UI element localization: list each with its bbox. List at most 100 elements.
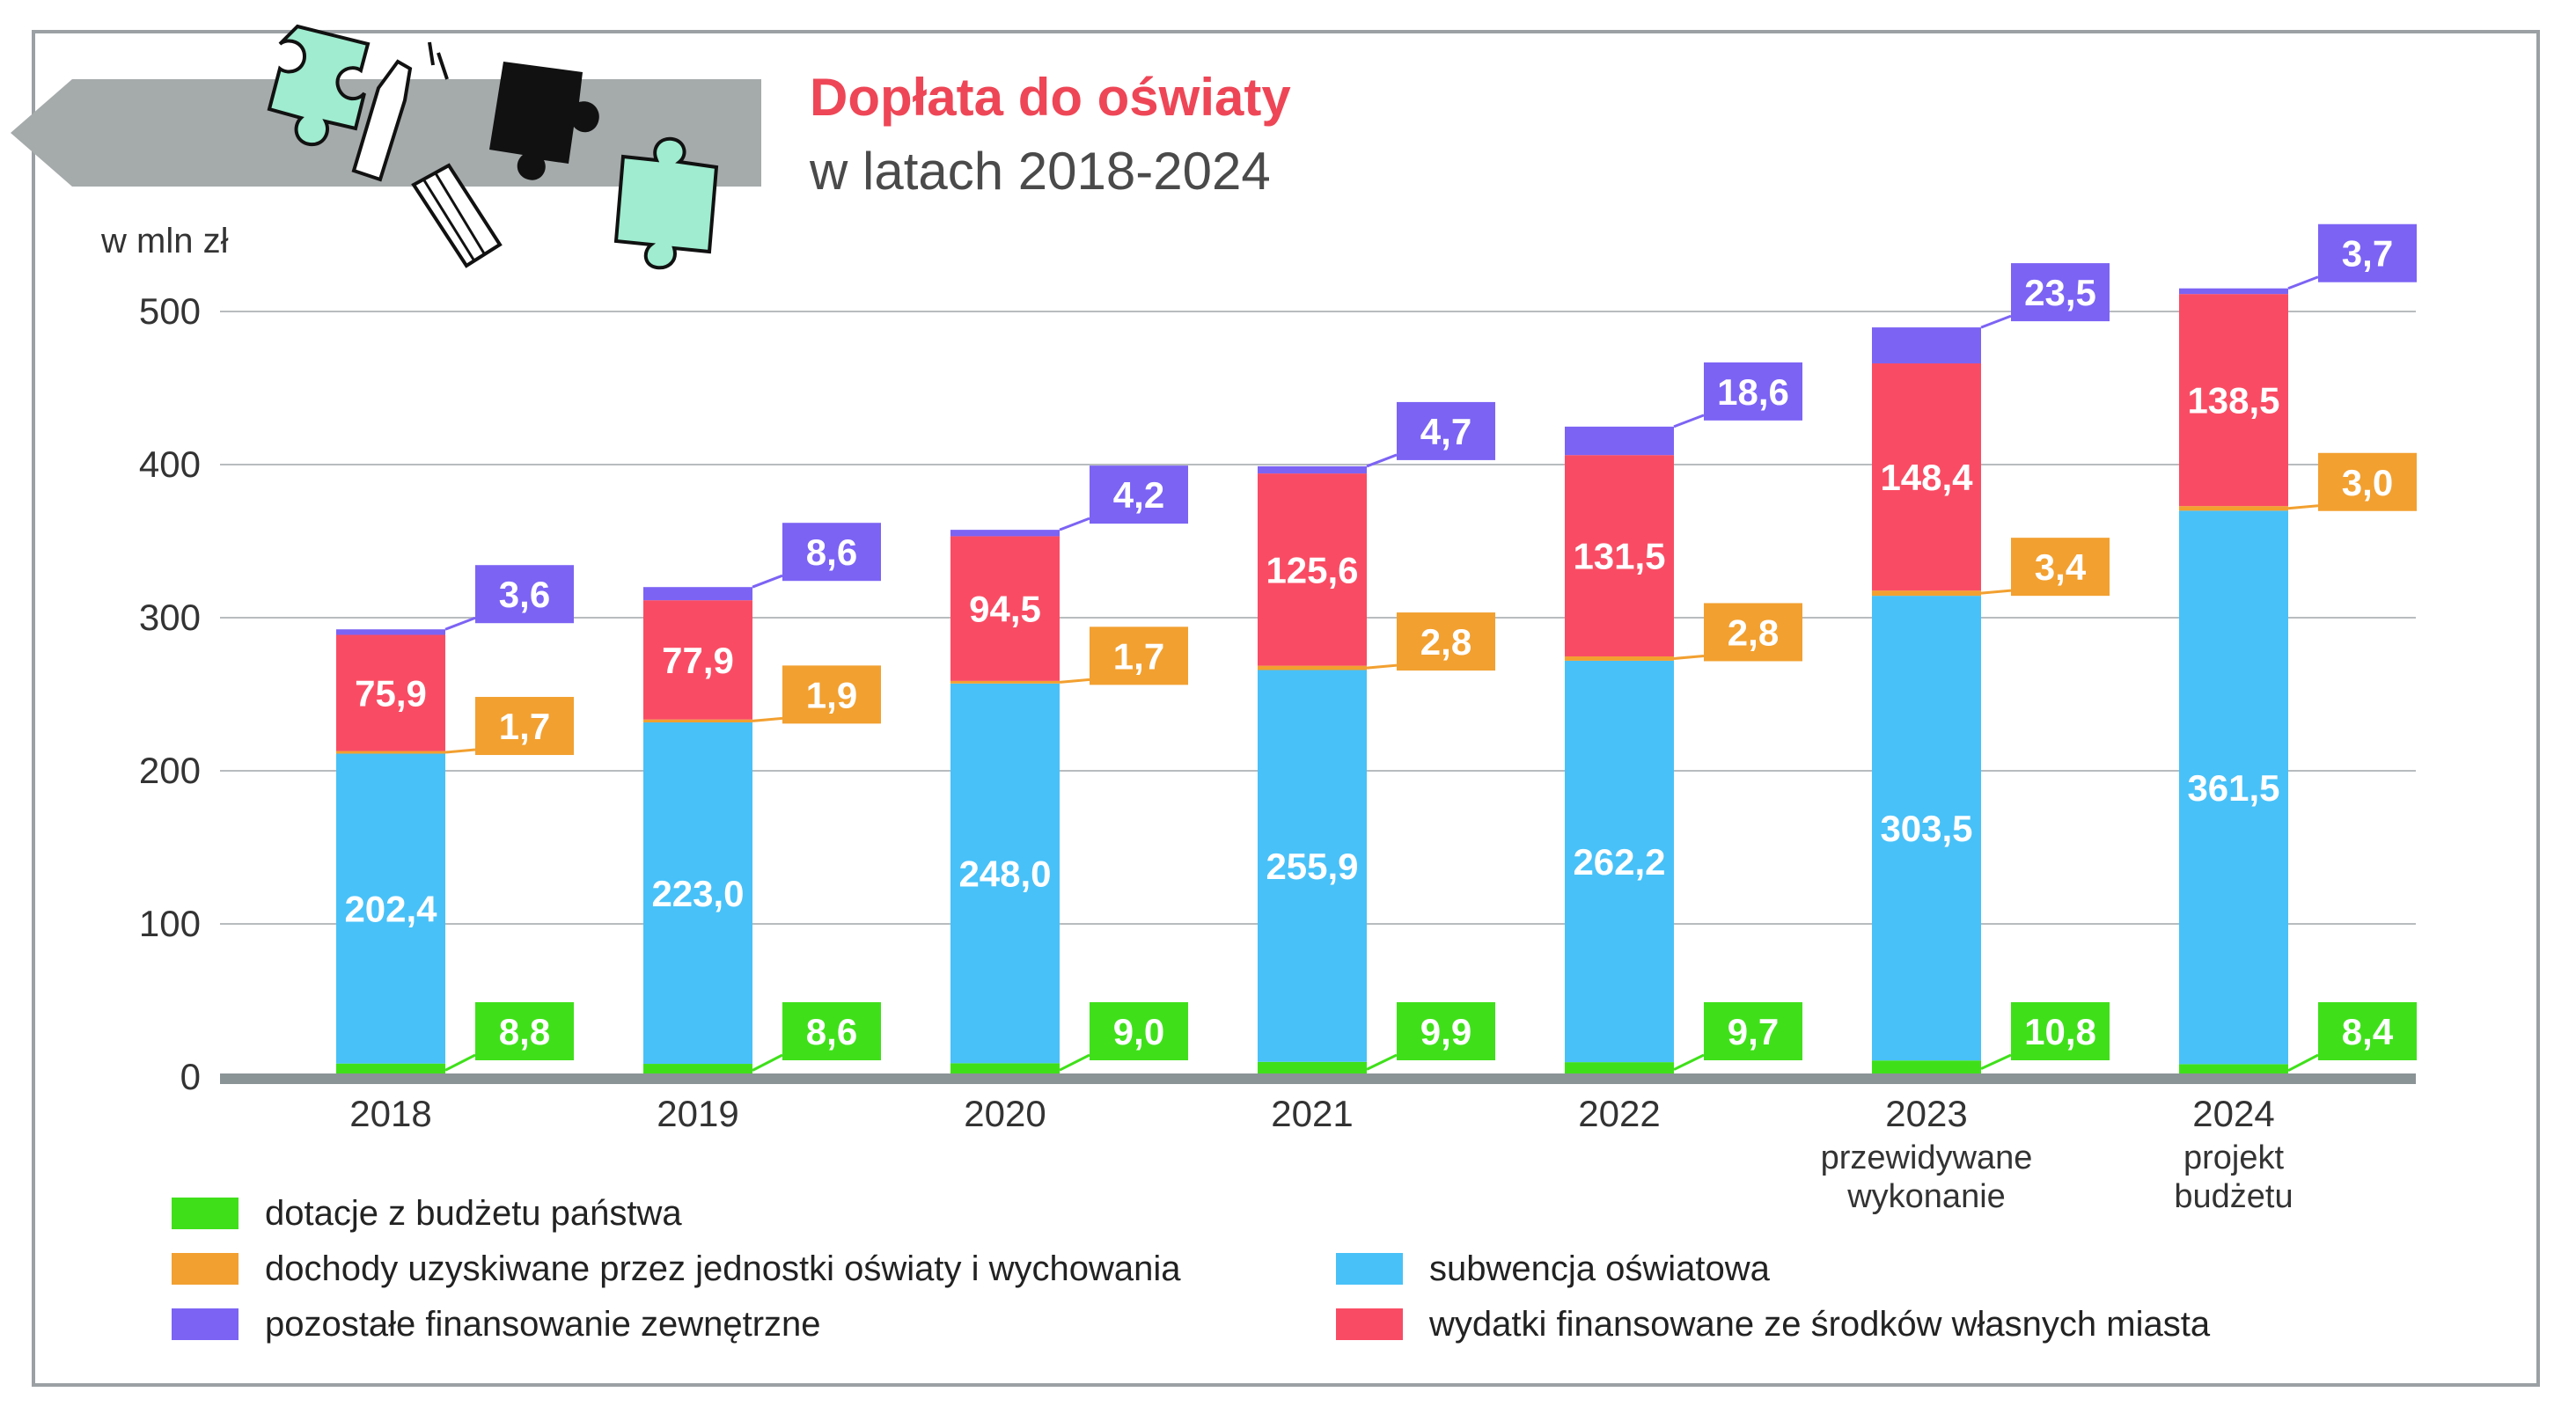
x-tick-note: wykonanie [1846, 1178, 2006, 1215]
bar-segment-dotacje [1872, 1060, 1981, 1077]
legend-label: subwencja oświatowa [1429, 1249, 1770, 1288]
callout-box-dochody [1397, 612, 1495, 671]
callout-line-dotacje [1980, 1053, 2012, 1070]
sleeve-icon [411, 163, 503, 268]
data-label-dochody: 1,7 [499, 706, 550, 747]
data-label-wydatki: 131,5 [1573, 536, 1665, 577]
data-label-wydatki: 148,4 [1880, 457, 1973, 498]
y-tick-label: 400 [139, 443, 201, 485]
callout-line-dochody [1366, 663, 1398, 670]
data-label-pozostale: 4,7 [1420, 411, 1471, 452]
bar-segment-pozostale [2179, 288, 2288, 295]
legend-item-wydatki: wydatki finansowane ze środków własnych … [1336, 1303, 2210, 1344]
bar-segment-dochody [950, 680, 1060, 684]
bar-segment-dochody [643, 719, 752, 723]
legend-swatch-dotacje [172, 1198, 239, 1230]
data-label-pozostale: 18,6 [1717, 371, 1789, 413]
bar-segment-dochody [2179, 506, 2288, 511]
x-tick-label: 2023 [1885, 1093, 1967, 1134]
y-tick-label: 200 [139, 750, 201, 791]
y-tick-label: 300 [139, 597, 201, 638]
bar-segment-subwencja [1565, 660, 1674, 1063]
data-label-pozostale: 3,7 [2342, 233, 2393, 275]
data-label-wydatki: 138,5 [2187, 380, 2279, 421]
callout-line-dotacje [1366, 1053, 1398, 1071]
bar-segment-pozostale [1565, 426, 1674, 456]
callout-line-dochody [2287, 504, 2319, 510]
legend-item-subwencja: subwencja oświatowa [1336, 1248, 1770, 1289]
data-label-dotacje: 9,0 [1113, 1011, 1164, 1052]
x-axis-line [220, 1073, 2416, 1084]
callout-box-dochody [1704, 603, 1802, 662]
callout-box-dotacje [475, 1002, 574, 1060]
callout-line-dotacje [1673, 1053, 1705, 1071]
x-tick-label: 2022 [1578, 1093, 1660, 1134]
bar-segment-dotacje [1565, 1062, 1674, 1077]
data-label-dochody: 3,4 [2035, 546, 2087, 588]
callout-box-dotacje [1090, 1002, 1188, 1060]
bar-segment-pozostale [336, 629, 445, 635]
legend-item-dochody: dochody uzyskiwane przez jednostki oświa… [172, 1248, 1181, 1289]
callout-line-pozostale [1673, 414, 1705, 429]
callout-box-dochody [1090, 626, 1188, 685]
data-label-pozostale: 8,6 [806, 531, 857, 573]
chart-subtitle: w latach 2018-2024 [810, 142, 1271, 201]
callout-box-pozostale [1397, 401, 1495, 460]
data-label-dochody: 1,7 [1113, 635, 1164, 677]
callout-line-dochody [1980, 589, 2012, 595]
chart-title: Dopłata do oświaty [810, 68, 1291, 127]
x-tick-label: 2021 [1271, 1093, 1353, 1134]
bar-segment-wydatki [1565, 455, 1674, 657]
callout-line-pozostale [752, 574, 783, 589]
x-tick-note: budżetu [2174, 1178, 2293, 1215]
data-label-subwencja: 202,4 [344, 889, 437, 930]
data-label-dotacje: 8,8 [499, 1011, 550, 1052]
bar-segment-wydatki [1258, 473, 1367, 666]
callout-box-dotacje [1397, 1002, 1495, 1060]
bar-segment-pozostale [950, 530, 1060, 537]
data-label-pozostale: 23,5 [2024, 272, 2096, 313]
puzzle-piece-striped-icon [613, 136, 719, 270]
data-label-dotacje: 8,4 [2342, 1011, 2394, 1052]
callout-line-dotacje [1059, 1053, 1090, 1072]
legend-label: wydatki finansowane ze środków własnych … [1429, 1304, 2211, 1344]
data-label-pozostale: 3,6 [499, 574, 550, 615]
bar-segment-subwencja [950, 683, 1060, 1064]
bar-segment-dochody [1258, 665, 1367, 670]
callout-line-dotacje [444, 1053, 476, 1072]
data-label-pozostale: 4,2 [1113, 474, 1164, 516]
x-tick-note: przewidywane [1821, 1139, 2033, 1176]
legend-swatch-subwencja [1336, 1253, 1403, 1286]
y-tick-label: 0 [180, 1056, 201, 1097]
bar-segment-wydatki [336, 634, 445, 751]
legend-swatch-pozostale [172, 1308, 239, 1341]
callout-box-dochody [2318, 452, 2417, 511]
legend-item-pozostale: pozostałe finansowanie zewnętrzne [172, 1303, 821, 1344]
callout-box-pozostale [2011, 263, 2110, 322]
callout-line-pozostale [1059, 517, 1090, 531]
callout-box-pozostale [475, 565, 574, 624]
bar-segment-subwencja [1258, 670, 1367, 1062]
data-label-subwencja: 223,0 [651, 873, 744, 914]
data-label-dotacje: 9,9 [1420, 1011, 1471, 1052]
data-label-dochody: 1,9 [806, 674, 857, 715]
bar-segment-subwencja [2179, 510, 2288, 1065]
hand-icon [351, 59, 413, 182]
data-label-dotacje: 8,6 [806, 1011, 857, 1052]
bar-segment-subwencja [643, 722, 752, 1065]
x-tick-label: 2020 [964, 1093, 1046, 1134]
callout-box-dotacje [1704, 1002, 1802, 1060]
data-label-dochody: 2,8 [1728, 612, 1779, 653]
legend-swatch-dochody [172, 1253, 239, 1286]
legend-item-dotacje: dotacje z budżetu państwa [172, 1192, 682, 1234]
callout-box-dochody [2011, 538, 2110, 597]
callout-box-pozostale [1704, 362, 1802, 421]
legend-label: dochody uzyskiwane przez jednostki oświa… [265, 1249, 1181, 1288]
data-label-wydatki: 125,6 [1266, 549, 1358, 590]
legend-label: pozostałe finansowanie zewnętrzne [265, 1304, 821, 1344]
data-label-dochody: 2,8 [1420, 621, 1471, 663]
callout-line-dochody [752, 716, 783, 722]
y-axis-unit: w mln zł [101, 222, 229, 260]
puzzle-illustration [267, 24, 719, 270]
